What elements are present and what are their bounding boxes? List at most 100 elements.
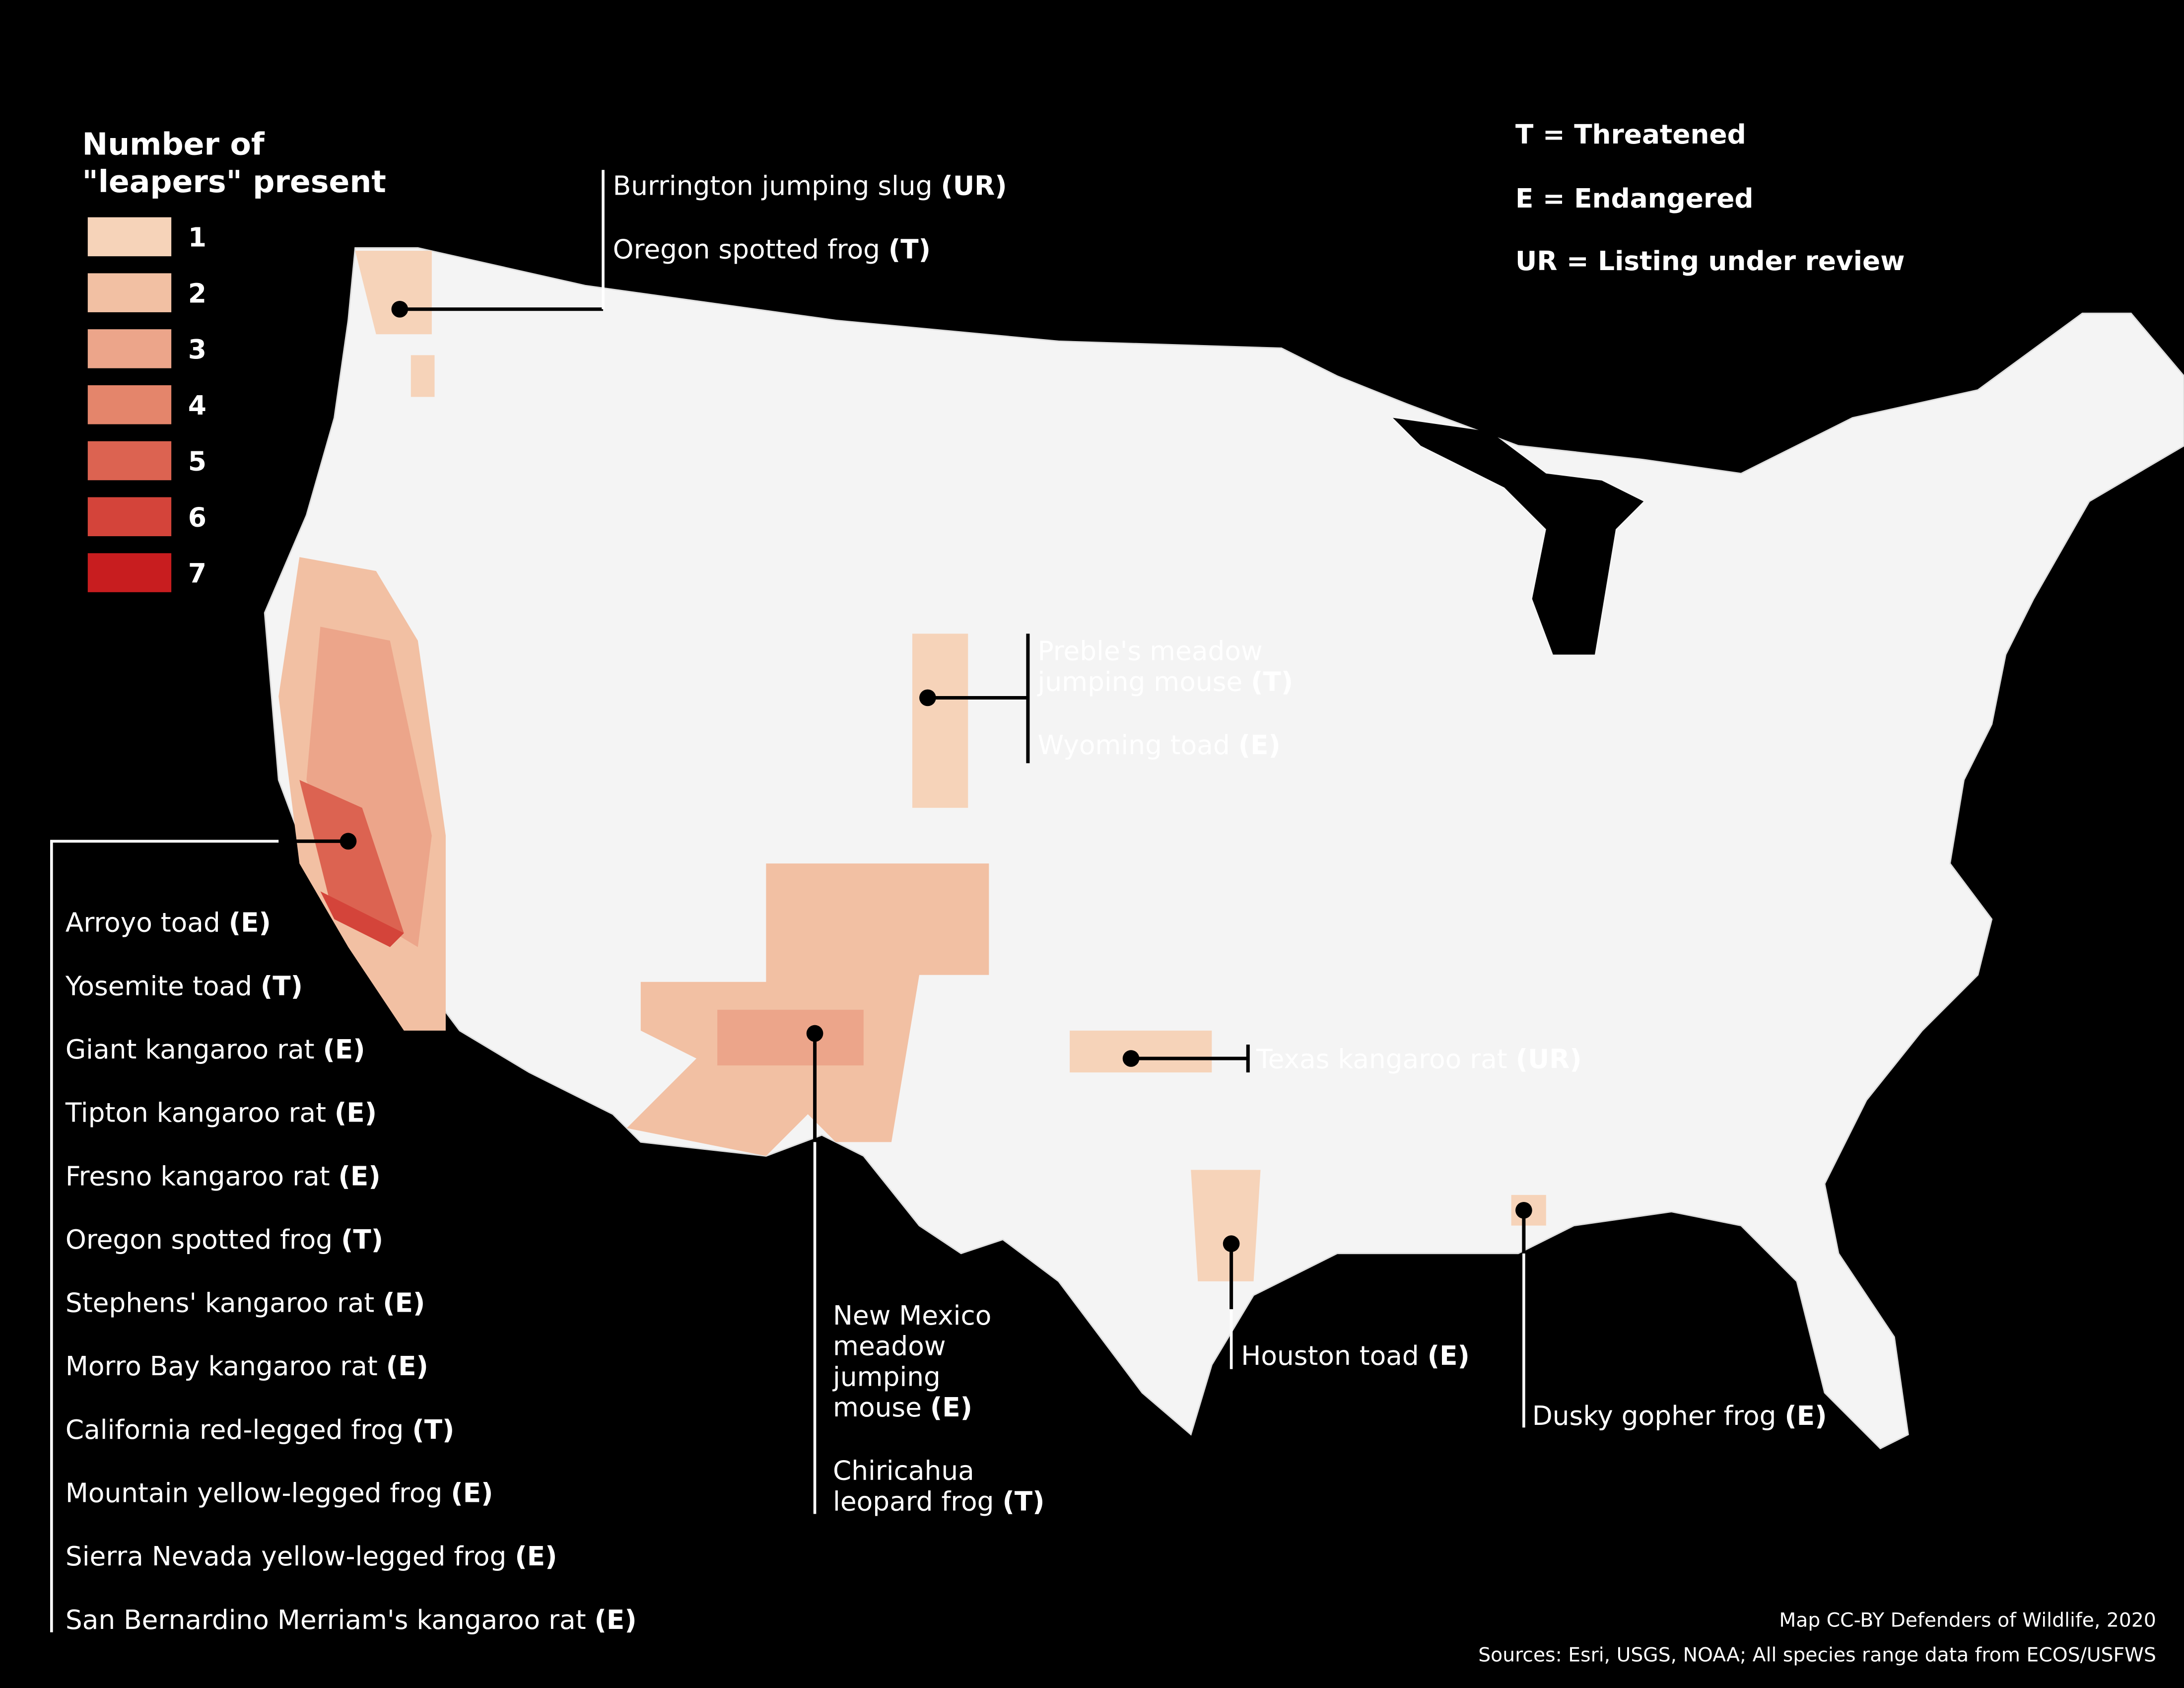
species-label: San Bernardino Merriam's kangaroo rat (E… <box>66 1605 637 1635</box>
legend-label: 5 <box>188 446 206 477</box>
species-name: Tipton kangaroo rat <box>65 1098 326 1128</box>
species-label: jumping <box>832 1361 941 1392</box>
species-status: (E) <box>386 1351 428 1382</box>
range-area <box>410 355 435 397</box>
species-label: Tipton kangaroo rat (E) <box>65 1098 377 1128</box>
species-status: (E) <box>515 1541 557 1572</box>
species-status: (E) <box>229 908 271 938</box>
species-label: Preble's meadow <box>1038 636 1263 667</box>
species-name: Yosemite toad <box>65 971 252 1001</box>
species-label: Mountain yellow-legged frog (E) <box>66 1478 493 1509</box>
species-name: Burrington jumping slug <box>613 171 933 202</box>
species-name: Fresno kangaroo rat <box>66 1161 330 1192</box>
species-label: California red-legged frog (T) <box>66 1414 455 1445</box>
species-label: Texas kangaroo rat (UR) <box>1256 1044 1582 1075</box>
legend-swatch <box>87 553 172 592</box>
species-label: meadow <box>833 1331 946 1362</box>
legend-label: 2 <box>188 278 206 309</box>
range-area <box>299 779 404 933</box>
range-area <box>1191 1170 1261 1281</box>
species-label: Morro Bay kangaroo rat (E) <box>66 1351 428 1382</box>
species-name: Mountain yellow-legged frog <box>66 1478 443 1509</box>
legend-label: 1 <box>188 222 206 253</box>
legend-swatch <box>87 329 172 368</box>
legend-label: 4 <box>188 390 206 421</box>
species-status: (E) <box>451 1478 493 1509</box>
species-name: Sierra Nevada yellow-legged frog <box>66 1541 506 1572</box>
species-name: Morro Bay kangaroo rat <box>66 1351 378 1382</box>
species-name: Stephens' kangaroo rat <box>66 1288 374 1319</box>
legend: Number of "leapers" present 1 2 3 4 5 6 7 <box>82 126 386 592</box>
species-status: (E) <box>1428 1340 1470 1371</box>
species-status: (E) <box>383 1288 425 1319</box>
range-area <box>717 1009 864 1066</box>
species-name: Oregon spotted frog <box>613 234 880 265</box>
location-dot <box>1223 1235 1240 1252</box>
location-dot <box>1515 1201 1532 1219</box>
species-name: Oregon spotted frog <box>66 1224 333 1255</box>
species-label: New Mexico <box>833 1300 991 1331</box>
species-name: Preble's meadow <box>1038 636 1263 667</box>
species-name: jumping mouse <box>1037 666 1243 697</box>
species-name: California red-legged frog <box>66 1414 404 1445</box>
legend-swatch <box>87 273 172 312</box>
great-lakes <box>1393 418 1644 655</box>
legend-label: 3 <box>188 334 206 365</box>
species-status: (E) <box>930 1392 972 1423</box>
species-status: (E) <box>323 1034 365 1065</box>
legend-label: 7 <box>188 558 206 589</box>
species-label: mouse (E) <box>833 1392 972 1423</box>
species-label: Oregon spotted frog (T) <box>66 1224 383 1255</box>
species-label: Houston toad (E) <box>1241 1340 1470 1371</box>
range-area <box>355 250 432 335</box>
species-name: Chiricahua <box>833 1456 974 1486</box>
species-name: leopard frog <box>833 1486 994 1517</box>
species-status: (UR) <box>941 171 1007 202</box>
species-name: Wyoming toad <box>1038 730 1230 761</box>
legend-swatch <box>87 441 172 481</box>
species-status: (E) <box>339 1161 381 1192</box>
range-layer <box>278 250 1546 1281</box>
species-name: meadow <box>833 1331 946 1362</box>
key-item: E = Endangered <box>1515 183 1754 214</box>
legend-label: 6 <box>188 502 206 533</box>
species-name: Giant kangaroo rat <box>66 1034 315 1065</box>
species-label: Burrington jumping slug (UR) <box>613 171 1007 202</box>
species-status: (E) <box>1238 730 1281 761</box>
species-name: San Bernardino Merriam's kangaroo rat <box>66 1605 586 1635</box>
legend-swatch <box>87 497 172 537</box>
species-status: (T) <box>1002 1486 1044 1517</box>
species-name: mouse <box>833 1392 922 1423</box>
location-dot <box>919 689 936 706</box>
location-dot <box>391 300 409 318</box>
range-area <box>912 633 968 808</box>
species-status: (E) <box>335 1098 377 1128</box>
species-name: New Mexico <box>833 1300 991 1331</box>
species-name: Arroyo toad <box>66 908 220 938</box>
key: T = Threatened E = Endangered UR = Listi… <box>1515 119 1905 277</box>
species-label: Oregon spotted frog (T) <box>613 234 931 265</box>
legend-title: "leapers" present <box>82 164 386 200</box>
species-name: Dusky gopher frog <box>1532 1401 1776 1431</box>
species-label: Yosemite toad (T) <box>65 971 303 1001</box>
species-label: Arroyo toad (E) <box>66 908 271 938</box>
species-name: Texas kangaroo rat <box>1256 1044 1507 1075</box>
connector <box>927 633 1030 764</box>
species-status: (UR) <box>1516 1044 1582 1075</box>
legend-swatch <box>87 217 172 257</box>
species-name: Houston toad <box>1241 1340 1419 1371</box>
location-dot <box>340 833 357 850</box>
species-status: (T) <box>888 234 931 265</box>
legend-swatch <box>87 385 172 424</box>
species-status: (T) <box>412 1414 454 1445</box>
species-label: Giant kangaroo rat (E) <box>66 1034 365 1065</box>
species-label: Dusky gopher frog (E) <box>1532 1401 1827 1431</box>
species-label: Chiricahua <box>833 1456 974 1486</box>
species-status: (E) <box>1784 1401 1827 1431</box>
callouts: Burrington jumping slug (UR) Oregon spott… <box>65 171 1827 1635</box>
species-status: (T) <box>1251 666 1293 697</box>
connector <box>50 840 279 1632</box>
species-label: Fresno kangaroo rat (E) <box>66 1161 381 1192</box>
range-area <box>320 891 404 947</box>
